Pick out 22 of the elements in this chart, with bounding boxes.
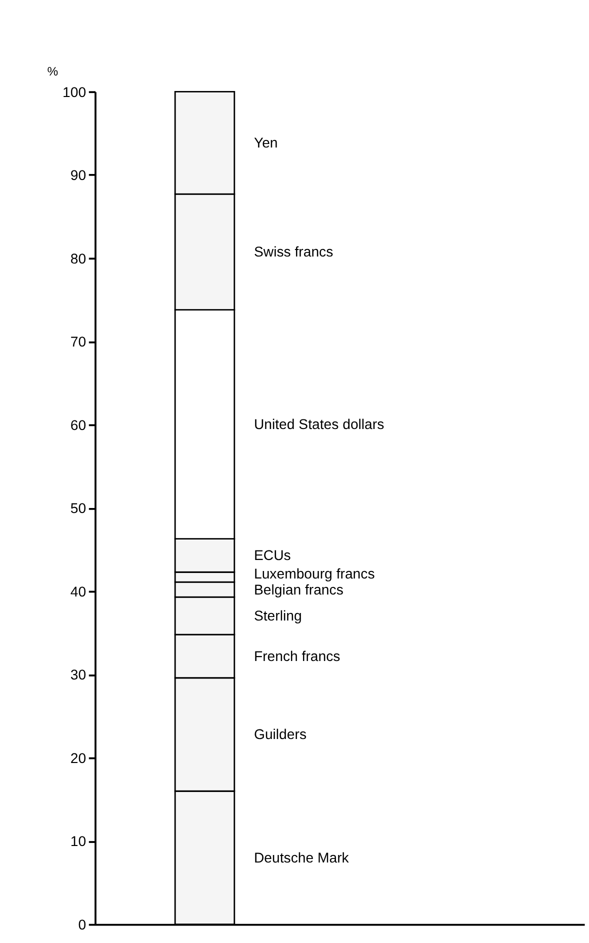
y-tick-label: 100 [62,84,86,100]
series-label: ECUs [254,547,291,564]
y-tick-label: 50 [70,500,86,516]
series-label: Belgian francs [254,581,344,598]
y-tick-label: 10 [70,833,86,850]
series-label: French francs [254,648,340,664]
series-label: Yen [254,134,278,151]
y-tick-label: 30 [70,666,86,683]
y-tick-label: 80 [70,250,86,266]
y-tick-label: 60 [70,416,86,433]
y-axis-title: % [47,64,58,79]
y-tick-label: 40 [70,583,86,600]
series-label: Guilders [254,726,307,742]
y-tick-label: 0 [78,916,86,933]
series-label: United States dollars [254,416,384,432]
series-label: Luxembourg francs [254,565,375,582]
y-tick-label: 70 [70,334,86,350]
series-label: Swiss francs [254,244,334,260]
series-label: Sterling [254,608,302,624]
y-tick-label: 90 [70,167,86,184]
series-label: Deutsche Mark [254,849,350,866]
y-tick-label: 20 [70,750,86,766]
